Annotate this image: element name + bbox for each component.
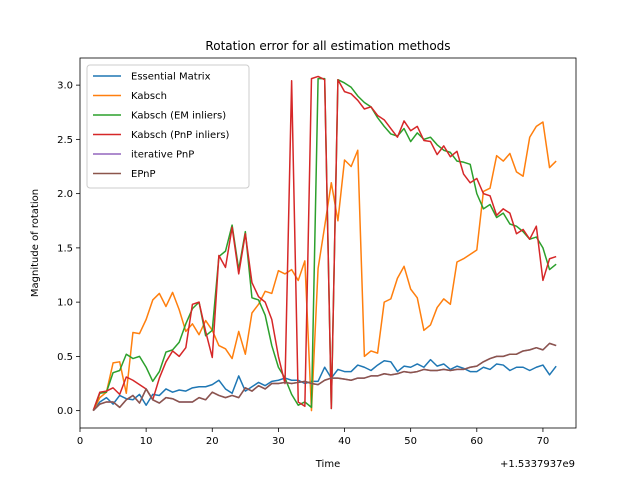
x-tick-label-5: 50 — [404, 436, 417, 447]
y-tick-label-4: 2.0 — [57, 189, 73, 200]
y-tick-label-3: 1.5 — [57, 243, 73, 254]
series-line-3 — [92, 75, 557, 411]
legend-label-2: Kabsch (EM inliers) — [131, 111, 226, 122]
x-axis-label: Time — [315, 459, 340, 470]
series-layer — [92, 75, 557, 412]
x-tick-label-6: 60 — [470, 436, 483, 447]
legend-label-5: EPnP — [131, 169, 156, 180]
y-tick-label-5: 2.5 — [57, 135, 73, 146]
series-line-0 — [92, 358, 557, 412]
x-tick-label-0: 0 — [77, 436, 83, 447]
x-tick-label-1: 10 — [140, 436, 153, 447]
y-axis-label: Magnitude of rotation — [30, 189, 41, 297]
legend-label-1: Kabsch — [131, 91, 167, 102]
legend-label-4: iterative PnP — [131, 150, 194, 161]
chart-title: Rotation error for all estimation method… — [205, 39, 450, 53]
y-tick-label-1: 0.5 — [57, 352, 73, 363]
y-tick-label-6: 3.0 — [57, 81, 73, 92]
x-tick-label-3: 30 — [272, 436, 285, 447]
x-tick-label-4: 40 — [338, 436, 351, 447]
series-line-5 — [92, 342, 557, 412]
legend-frame — [86, 64, 250, 189]
y-tick-label-2: 1.0 — [57, 298, 73, 309]
x-tick-label-2: 20 — [206, 436, 219, 447]
x-tick-label-7: 70 — [537, 436, 550, 447]
legend-label-3: Kabsch (PnP inliers) — [131, 130, 230, 141]
legend-label-0: Essential Matrix — [131, 72, 211, 83]
x-axis-offset-label: +1.5337937e9 — [500, 459, 575, 470]
y-axis: 0.0 0.5 1.0 1.5 2.0 2.5 3.0 — [57, 81, 80, 417]
legend: Essential Matrix Kabsch Kabsch (EM inliers… — [86, 64, 250, 189]
series-line-2 — [92, 77, 557, 411]
x-axis: 0 10 20 30 40 50 60 70 — [77, 428, 549, 447]
plot-frame — [79, 57, 577, 429]
series-line-1 — [92, 121, 557, 412]
y-tick-label-0: 0.0 — [57, 406, 73, 417]
